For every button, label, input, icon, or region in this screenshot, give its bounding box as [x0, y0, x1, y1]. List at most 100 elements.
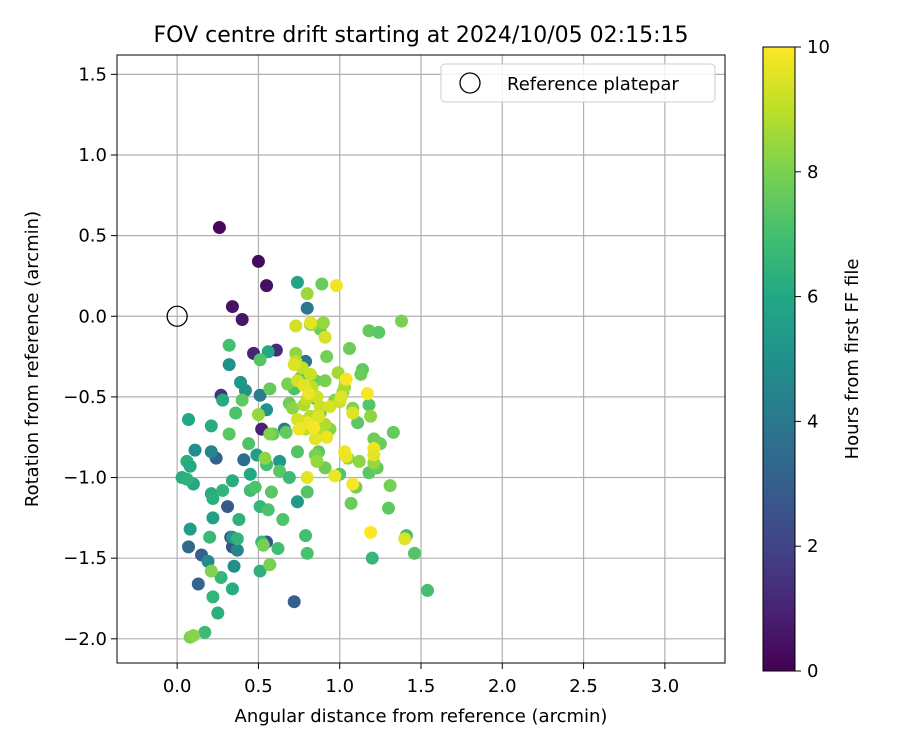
legend-marker-reference: [459, 72, 481, 94]
data-point: [287, 358, 301, 372]
y-tick-label: 0.0: [78, 306, 107, 327]
data-point: [261, 503, 275, 517]
data-point: [300, 546, 314, 560]
data-point: [367, 432, 381, 446]
colorbar-ticks: 0 2 4 6 8 10: [795, 37, 830, 682]
data-point: [206, 511, 220, 525]
data-point: [263, 558, 277, 572]
data-point: [315, 277, 329, 291]
data-point: [302, 387, 316, 401]
data-point: [316, 316, 330, 330]
colorbar-tick-label: 4: [807, 411, 818, 432]
data-point: [216, 393, 230, 407]
data-points: [166, 221, 435, 644]
data-point: [182, 412, 196, 426]
data-point: [263, 427, 277, 441]
data-point: [362, 324, 376, 338]
data-point: [222, 358, 236, 372]
chart-title: FOV centre drift starting at 2024/10/05 …: [154, 23, 689, 48]
x-tick-label: 0.5: [244, 676, 273, 697]
data-point: [367, 448, 381, 462]
data-point: [300, 287, 314, 301]
data-point: [263, 382, 277, 396]
colorbar: 0 2 4 6 8 10 Hours from first FF file: [762, 37, 863, 682]
data-point: [346, 477, 360, 491]
data-point: [308, 432, 322, 446]
y-tick-label: −1.0: [63, 468, 107, 489]
data-point: [216, 483, 230, 497]
data-point: [381, 501, 395, 515]
reference-marker: [166, 305, 188, 327]
data-point: [227, 559, 241, 573]
data-point: [307, 421, 321, 435]
data-point: [303, 367, 317, 381]
colorbar-tick-label: 8: [807, 162, 818, 183]
data-point: [222, 427, 236, 441]
data-point: [206, 590, 220, 604]
data-point: [346, 406, 360, 420]
data-point: [323, 400, 337, 414]
colorbar-tick-label: 2: [807, 536, 818, 557]
data-point: [183, 522, 197, 536]
data-point: [342, 342, 356, 356]
colorbar-tick-label: 10: [807, 37, 830, 58]
data-point: [260, 279, 274, 293]
data-point: [182, 540, 196, 554]
data-point: [318, 330, 332, 344]
data-point: [183, 459, 197, 473]
x-tick-label: 1.0: [325, 676, 354, 697]
data-point: [243, 467, 257, 481]
data-point: [198, 625, 212, 639]
data-point: [276, 512, 290, 526]
x-tick-label: 2.5: [569, 676, 598, 697]
data-point: [230, 532, 244, 546]
data-point: [229, 406, 243, 420]
data-point: [352, 454, 366, 468]
data-point: [290, 495, 304, 509]
data-point: [180, 472, 194, 486]
data-point: [312, 409, 326, 423]
data-point: [203, 530, 217, 544]
data-point: [235, 393, 249, 407]
data-point: [253, 564, 267, 578]
data-point: [222, 338, 236, 352]
colorbar-label: Hours from first FF file: [842, 259, 863, 460]
data-point: [386, 425, 400, 439]
data-point: [313, 400, 327, 414]
data-point: [264, 485, 278, 499]
data-point: [212, 221, 226, 235]
colorbar-tick-label: 0: [807, 661, 818, 682]
data-point: [394, 314, 408, 328]
colorbar-gradient: [763, 47, 795, 671]
data-point: [398, 532, 412, 546]
y-tick-label: 1.5: [78, 64, 107, 85]
colorbar-frame: [762, 46, 796, 672]
data-point: [334, 390, 348, 404]
data-point: [188, 443, 202, 457]
data-point: [289, 319, 303, 333]
data-point: [360, 387, 374, 401]
data-point: [225, 300, 239, 314]
y-tick-label: −2.0: [63, 629, 107, 650]
y-axis-label: Rotation from reference (arcmin): [22, 211, 43, 507]
data-point: [372, 325, 386, 339]
x-tick-label: 1.5: [407, 676, 436, 697]
data-point: [225, 474, 239, 488]
data-point: [251, 408, 265, 422]
legend: Reference platepar: [440, 63, 716, 103]
data-point: [407, 546, 421, 560]
data-point: [290, 275, 304, 289]
data-point: [300, 471, 314, 485]
data-point: [290, 445, 304, 459]
data-point: [211, 606, 225, 620]
data-point: [310, 454, 324, 468]
data-point: [351, 416, 365, 430]
data-point: [318, 374, 332, 388]
data-point: [214, 571, 228, 585]
data-point: [339, 450, 353, 464]
data-point: [237, 453, 251, 467]
data-point: [258, 451, 272, 465]
x-axis-label: Angular distance from reference (arcmin): [235, 706, 608, 727]
data-point: [421, 583, 435, 597]
data-point: [204, 564, 218, 578]
